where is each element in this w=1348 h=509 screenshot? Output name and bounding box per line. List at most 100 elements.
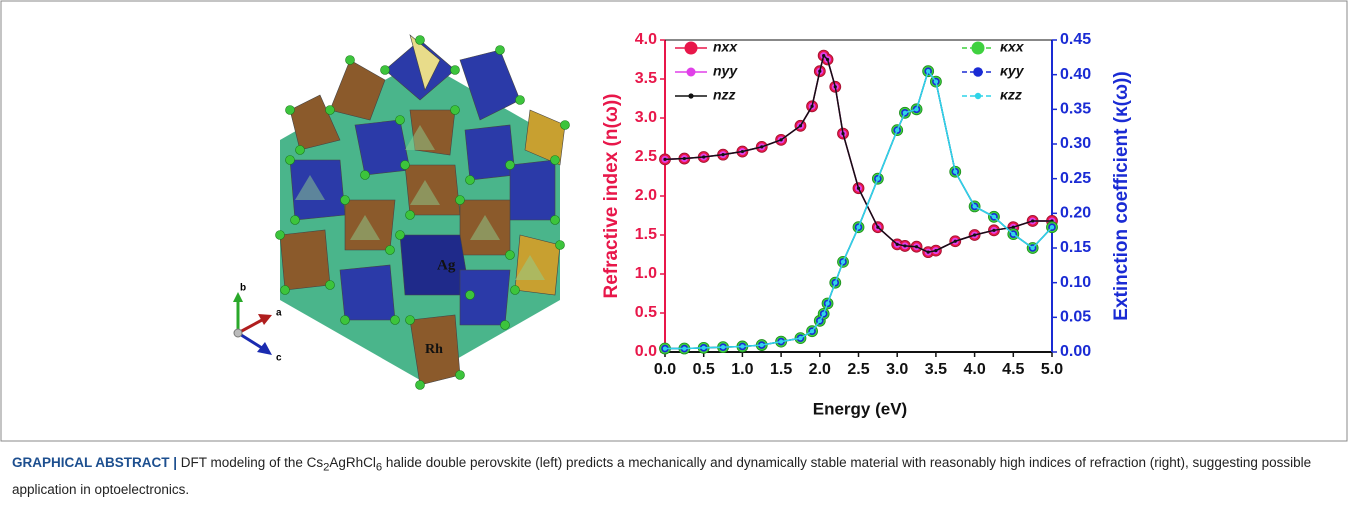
data-point [822, 54, 825, 57]
data-point [992, 215, 996, 219]
axis-triad: b a c [233, 283, 282, 364]
data-point [821, 312, 825, 316]
legend-label: nyy [713, 63, 738, 79]
x-tick-label: 3.0 [886, 361, 908, 378]
data-point [810, 105, 813, 108]
legend-label: nzz [713, 87, 736, 103]
data-point [663, 346, 667, 350]
data-point [953, 170, 957, 174]
atom-label: Ag [437, 257, 456, 273]
y2-tick-label: 0.35 [1060, 101, 1091, 118]
data-point [779, 339, 783, 343]
y2-tick-label: 0.30 [1060, 135, 1091, 152]
x-tick-label: 0.5 [693, 361, 715, 378]
data-point [973, 233, 976, 236]
data-point [903, 111, 907, 115]
data-point [876, 226, 879, 229]
data-point [1031, 219, 1034, 222]
data-point [934, 79, 938, 83]
legend-label: κxx [1000, 39, 1025, 55]
x-tick-label: 3.5 [925, 361, 947, 378]
y-tick-label: 1.5 [635, 226, 657, 243]
data-point [702, 155, 705, 158]
series-line [665, 71, 1052, 348]
data-point [818, 319, 822, 323]
data-point [857, 187, 860, 190]
y2-tick-label: 0.45 [1060, 31, 1091, 48]
data-point [915, 245, 918, 248]
data-point [760, 343, 764, 347]
y2-tick-label: 0.05 [1060, 309, 1091, 326]
x-tick-label: 1.0 [731, 361, 753, 378]
series-line [665, 71, 1052, 348]
atom-label: Rh [425, 342, 443, 357]
x-tick-label: 1.5 [770, 361, 792, 378]
data-point [818, 70, 821, 73]
axis-label: a [276, 308, 282, 319]
y-axis-title: Refractive index (n(ω)) [601, 93, 622, 298]
data-point [927, 251, 930, 254]
y2-tick-label: 0.00 [1060, 343, 1091, 360]
y-tick-label: 0.0 [635, 343, 657, 360]
y2-tick-label: 0.25 [1060, 170, 1091, 187]
legend-label: nxx [713, 39, 738, 55]
x-tick-label: 2.5 [847, 361, 869, 378]
x-tick-label: 5.0 [1041, 361, 1063, 378]
data-point [1050, 225, 1054, 229]
data-point [896, 243, 899, 246]
data-point [895, 128, 899, 132]
data-point [810, 329, 814, 333]
legend-label: κyy [1000, 63, 1025, 79]
figure: Ag Rh b a c Energy (eV) Refractive index… [0, 0, 1348, 445]
series-line [665, 71, 1052, 348]
y-tick-label: 2.5 [635, 148, 657, 165]
data-point [799, 124, 802, 127]
caption-label: GRAPHICAL ABSTRACT | [12, 455, 177, 470]
axis-label: c [276, 353, 282, 364]
legend-marker [687, 68, 696, 77]
y-tick-label: 3.0 [635, 109, 657, 126]
data-point [856, 225, 860, 229]
data-point [926, 69, 930, 73]
data-point [780, 138, 783, 141]
data-point [903, 244, 906, 247]
y-tick-label: 0.5 [635, 304, 657, 321]
y2-tick-label: 0.20 [1060, 205, 1091, 222]
data-point [914, 107, 918, 111]
axis-label: b [240, 283, 246, 294]
x-axis-title: Energy (eV) [813, 399, 907, 418]
data-point [740, 344, 744, 348]
data-point [833, 280, 837, 284]
x-tick-label: 4.5 [1002, 361, 1024, 378]
legend-marker [972, 42, 985, 55]
crystal-structure: Ag Rh [276, 35, 570, 390]
data-point [841, 260, 845, 264]
data-point [683, 157, 686, 160]
data-point [934, 249, 937, 252]
legend-label: κzz [1000, 87, 1022, 103]
caption-text: DFT modeling of the Cs [177, 455, 323, 470]
data-point [663, 158, 666, 161]
legend-marker [973, 67, 983, 77]
x-tick-label: 2.0 [809, 361, 831, 378]
y2-tick-label: 0.10 [1060, 274, 1091, 291]
data-point [825, 301, 829, 305]
data-point [1030, 246, 1034, 250]
y2-axis-title: Extinction coefficient (κ(ω)) [1111, 71, 1132, 320]
data-point [954, 240, 957, 243]
data-point [826, 58, 829, 61]
data-point [972, 204, 976, 208]
x-tick-label: 0.0 [654, 361, 676, 378]
legend-marker [688, 93, 693, 98]
data-point [741, 150, 744, 153]
x-tick-label: 4.0 [963, 361, 985, 378]
data-point [682, 346, 686, 350]
legend-marker [685, 42, 698, 55]
y2-tick-label: 0.40 [1060, 66, 1091, 83]
data-point [992, 229, 995, 232]
data-point [834, 85, 837, 88]
legend-marker [975, 93, 981, 99]
y2-tick-label: 0.15 [1060, 239, 1091, 256]
caption-text: AgRhCl [329, 455, 376, 470]
y-tick-label: 2.0 [635, 187, 657, 204]
